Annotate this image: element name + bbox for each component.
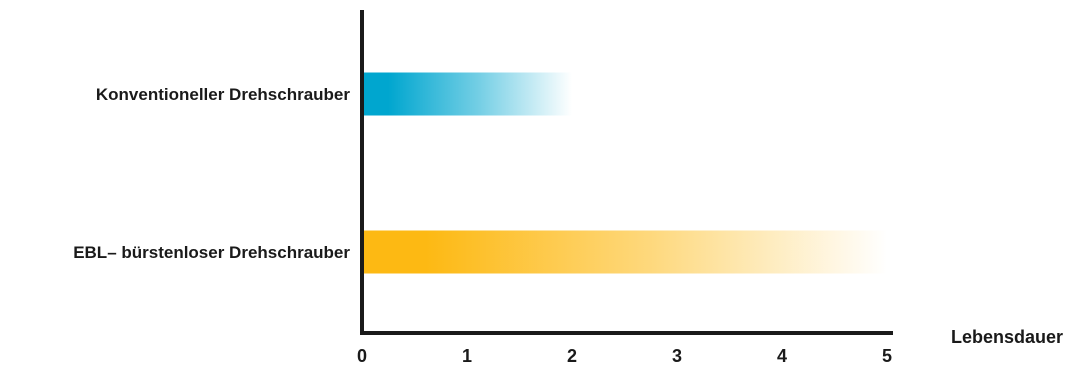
x-tick-labels: 0 1 2 3 4 5 — [357, 346, 892, 365]
x-tick-label-5: 5 — [882, 346, 892, 365]
x-tick-label-4: 4 — [777, 346, 787, 365]
category-label-2: EBL– bürstenloser Drehschrauber — [73, 243, 350, 262]
x-axis-label: Lebensdauer — [951, 327, 1063, 347]
x-tick-label-0: 0 — [357, 346, 367, 365]
x-tick-label-2: 2 — [567, 346, 577, 365]
bar-2 — [363, 230, 887, 274]
category-labels: Konventioneller Drehschrauber EBL– bürste… — [73, 85, 350, 262]
bar-1 — [363, 72, 572, 116]
x-tick-label-1: 1 — [462, 346, 472, 365]
x-tick-label-3: 3 — [672, 346, 682, 365]
category-label-1: Konventioneller Drehschrauber — [96, 85, 351, 104]
bars-layer — [363, 72, 887, 274]
